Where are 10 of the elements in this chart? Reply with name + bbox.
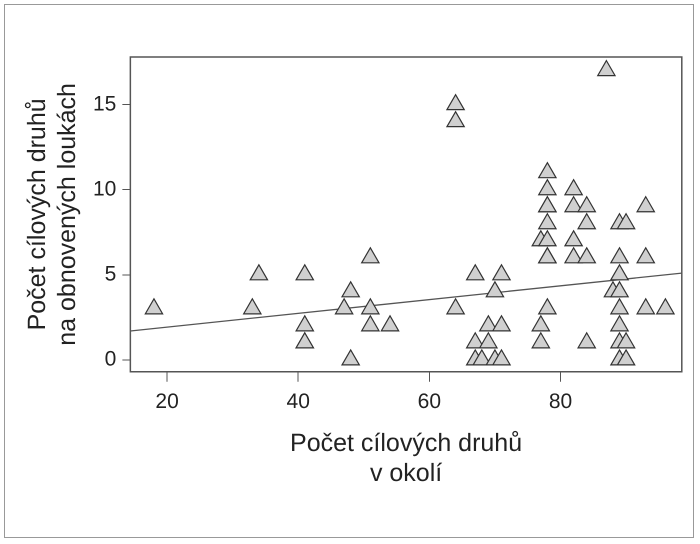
x-tick-label: 20 bbox=[155, 390, 179, 414]
x-axis-title: Počet cílových druhů v okolí bbox=[290, 428, 522, 487]
y-axis-title: Počet cílových druhů na obnovených loukách bbox=[22, 83, 81, 346]
x-tick-label: 40 bbox=[286, 390, 310, 414]
y-tick-label: 10 bbox=[93, 178, 116, 201]
y-tick-label: 15 bbox=[93, 92, 116, 116]
x-tick-label: 60 bbox=[418, 390, 442, 414]
y-tick-label: 0 bbox=[104, 348, 116, 371]
y-tick-label: 5 bbox=[104, 262, 116, 286]
x-tick-label: 80 bbox=[548, 390, 572, 414]
